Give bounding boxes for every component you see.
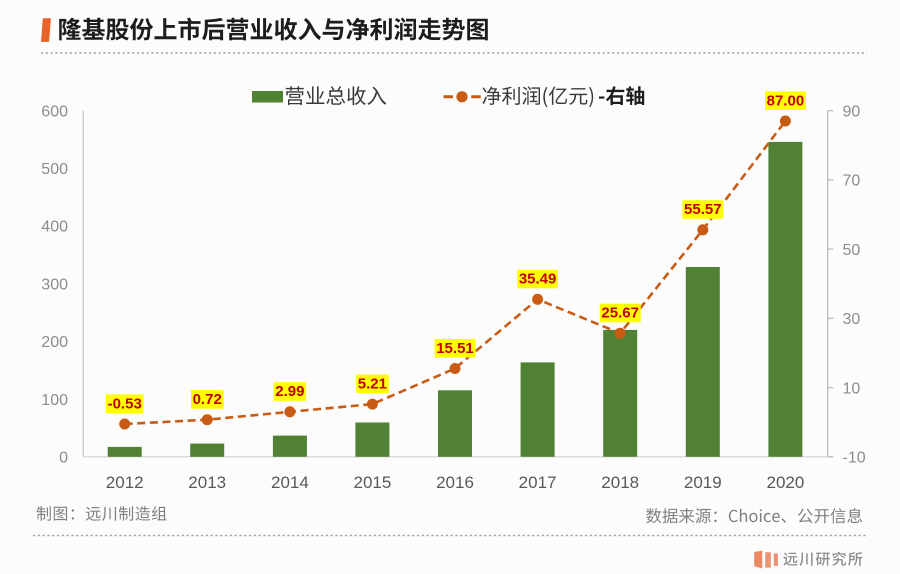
svg-text:400: 400 bbox=[41, 219, 68, 236]
svg-text:50: 50 bbox=[843, 242, 861, 259]
svg-text:2015: 2015 bbox=[353, 473, 391, 492]
svg-text:2013: 2013 bbox=[188, 473, 226, 492]
svg-text:90: 90 bbox=[843, 103, 861, 120]
svg-text:500: 500 bbox=[41, 161, 68, 178]
svg-text:2020: 2020 bbox=[766, 473, 804, 492]
svg-text:100: 100 bbox=[41, 392, 68, 409]
svg-text:30: 30 bbox=[843, 311, 861, 328]
svg-text:10: 10 bbox=[843, 380, 861, 397]
svg-text:600: 600 bbox=[41, 103, 68, 120]
svg-text:2014: 2014 bbox=[271, 473, 309, 492]
svg-text:55.57: 55.57 bbox=[684, 201, 722, 218]
svg-text:70: 70 bbox=[843, 173, 861, 190]
svg-text:0: 0 bbox=[59, 450, 68, 467]
svg-text:2016: 2016 bbox=[436, 473, 474, 492]
svg-text:200: 200 bbox=[41, 334, 68, 351]
svg-text:2.99: 2.99 bbox=[275, 383, 304, 400]
svg-text:-10: -10 bbox=[843, 450, 866, 467]
svg-text:2018: 2018 bbox=[601, 473, 639, 492]
svg-text:15.51: 15.51 bbox=[436, 340, 474, 357]
svg-text:2012: 2012 bbox=[106, 473, 144, 492]
svg-text:35.49: 35.49 bbox=[519, 271, 557, 288]
svg-text:25.67: 25.67 bbox=[601, 305, 639, 322]
svg-text:5.21: 5.21 bbox=[358, 375, 387, 392]
svg-text:2017: 2017 bbox=[519, 473, 557, 492]
svg-text:87.00: 87.00 bbox=[767, 92, 805, 109]
svg-text:-0.53: -0.53 bbox=[108, 395, 142, 412]
svg-text:300: 300 bbox=[41, 276, 68, 293]
svg-text:0.72: 0.72 bbox=[193, 391, 222, 408]
svg-text:2019: 2019 bbox=[684, 473, 722, 492]
